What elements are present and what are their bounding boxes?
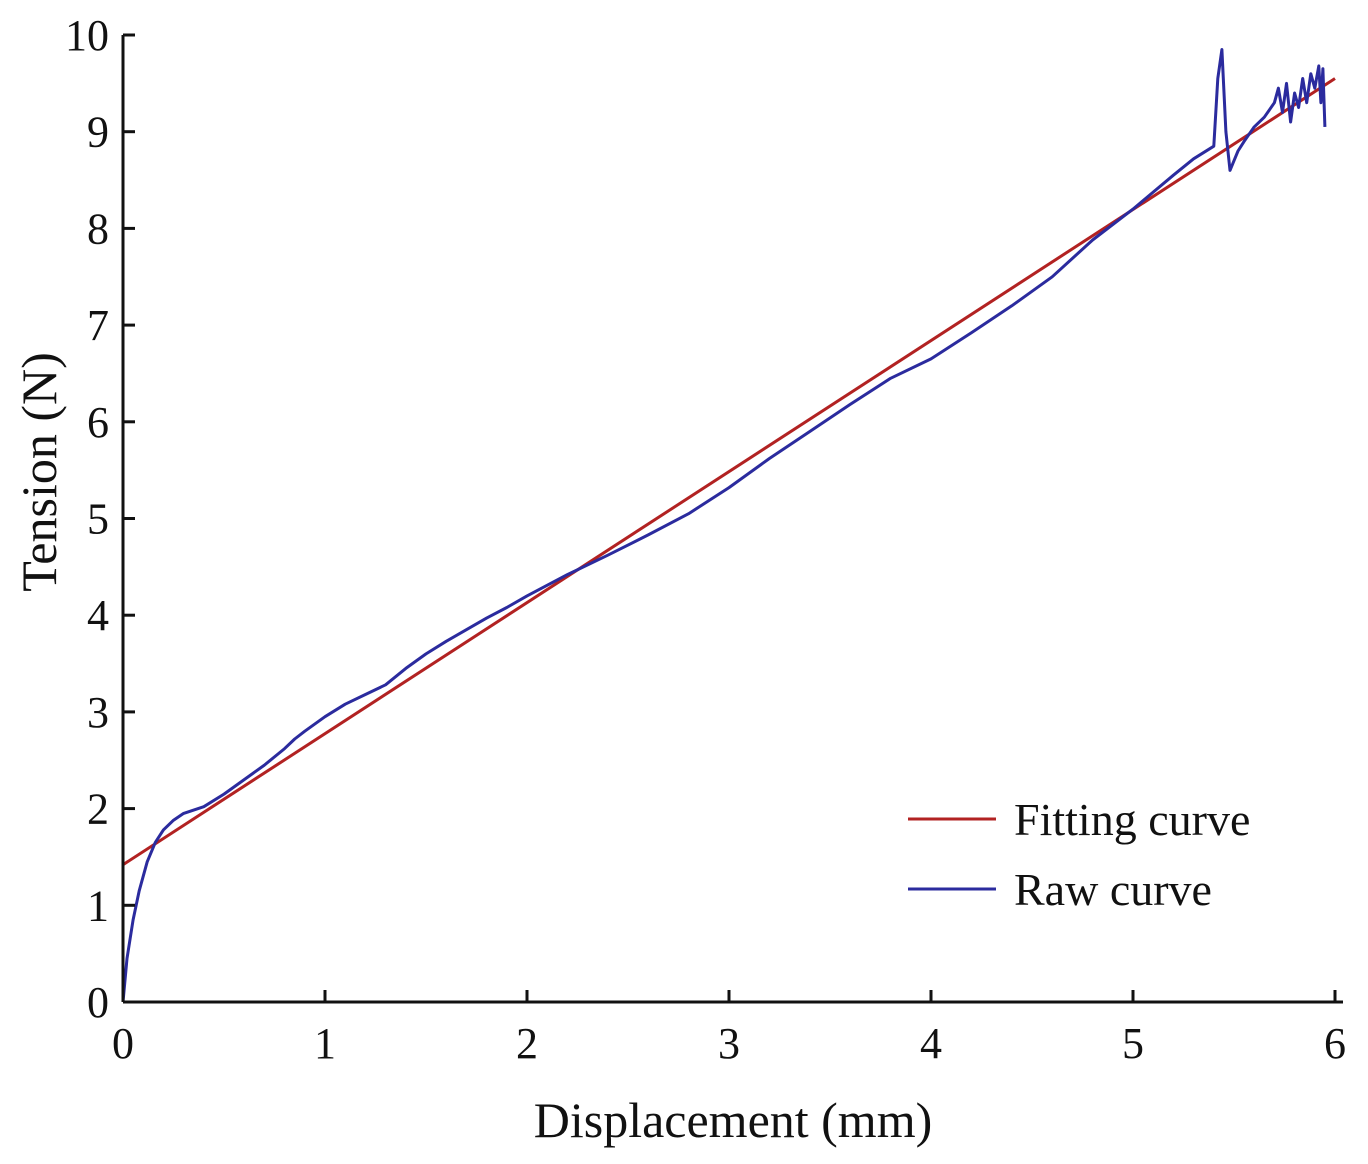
raw-curve-line <box>121 48 1327 1003</box>
x-axis-title: Displacement (mm) <box>534 1092 933 1148</box>
y-tick-label: 4 <box>87 591 109 640</box>
x-tick-label: 2 <box>516 1019 538 1068</box>
legend-label-raw-curve: Raw curve <box>1014 864 1212 915</box>
y-tick-label: 8 <box>87 204 109 253</box>
fitting-curve-line <box>122 77 1336 866</box>
y-tick-label: 0 <box>87 978 109 1027</box>
x-tick-label: 3 <box>718 1019 740 1068</box>
x-tick-label: 5 <box>1122 1019 1144 1068</box>
y-ticks: 0 1 2 3 4 5 6 7 8 9 10 <box>65 11 135 1027</box>
y-tick-label: 5 <box>87 495 109 544</box>
y-axis-title: Tension (N) <box>11 352 67 592</box>
y-tick-label: 2 <box>87 785 109 834</box>
y-tick-label: 10 <box>65 11 109 60</box>
x-tick-label: 0 <box>112 1019 134 1068</box>
x-ticks: 0 1 2 3 4 5 6 <box>112 990 1346 1068</box>
y-tick-label: 9 <box>87 108 109 157</box>
legend-label-fitting-curve: Fitting curve <box>1014 794 1250 845</box>
y-tick-label: 3 <box>87 688 109 737</box>
x-tick-label: 6 <box>1324 1019 1346 1068</box>
y-tick-label: 7 <box>87 301 109 350</box>
axes <box>121 35 1343 1004</box>
legend: Fitting curve Raw curve <box>908 794 1250 915</box>
y-tick-label: 1 <box>87 881 109 930</box>
x-tick-label: 4 <box>920 1019 942 1068</box>
y-tick-label: 6 <box>87 398 109 447</box>
plot-lines <box>121 48 1336 1003</box>
x-tick-label: 1 <box>314 1019 336 1068</box>
